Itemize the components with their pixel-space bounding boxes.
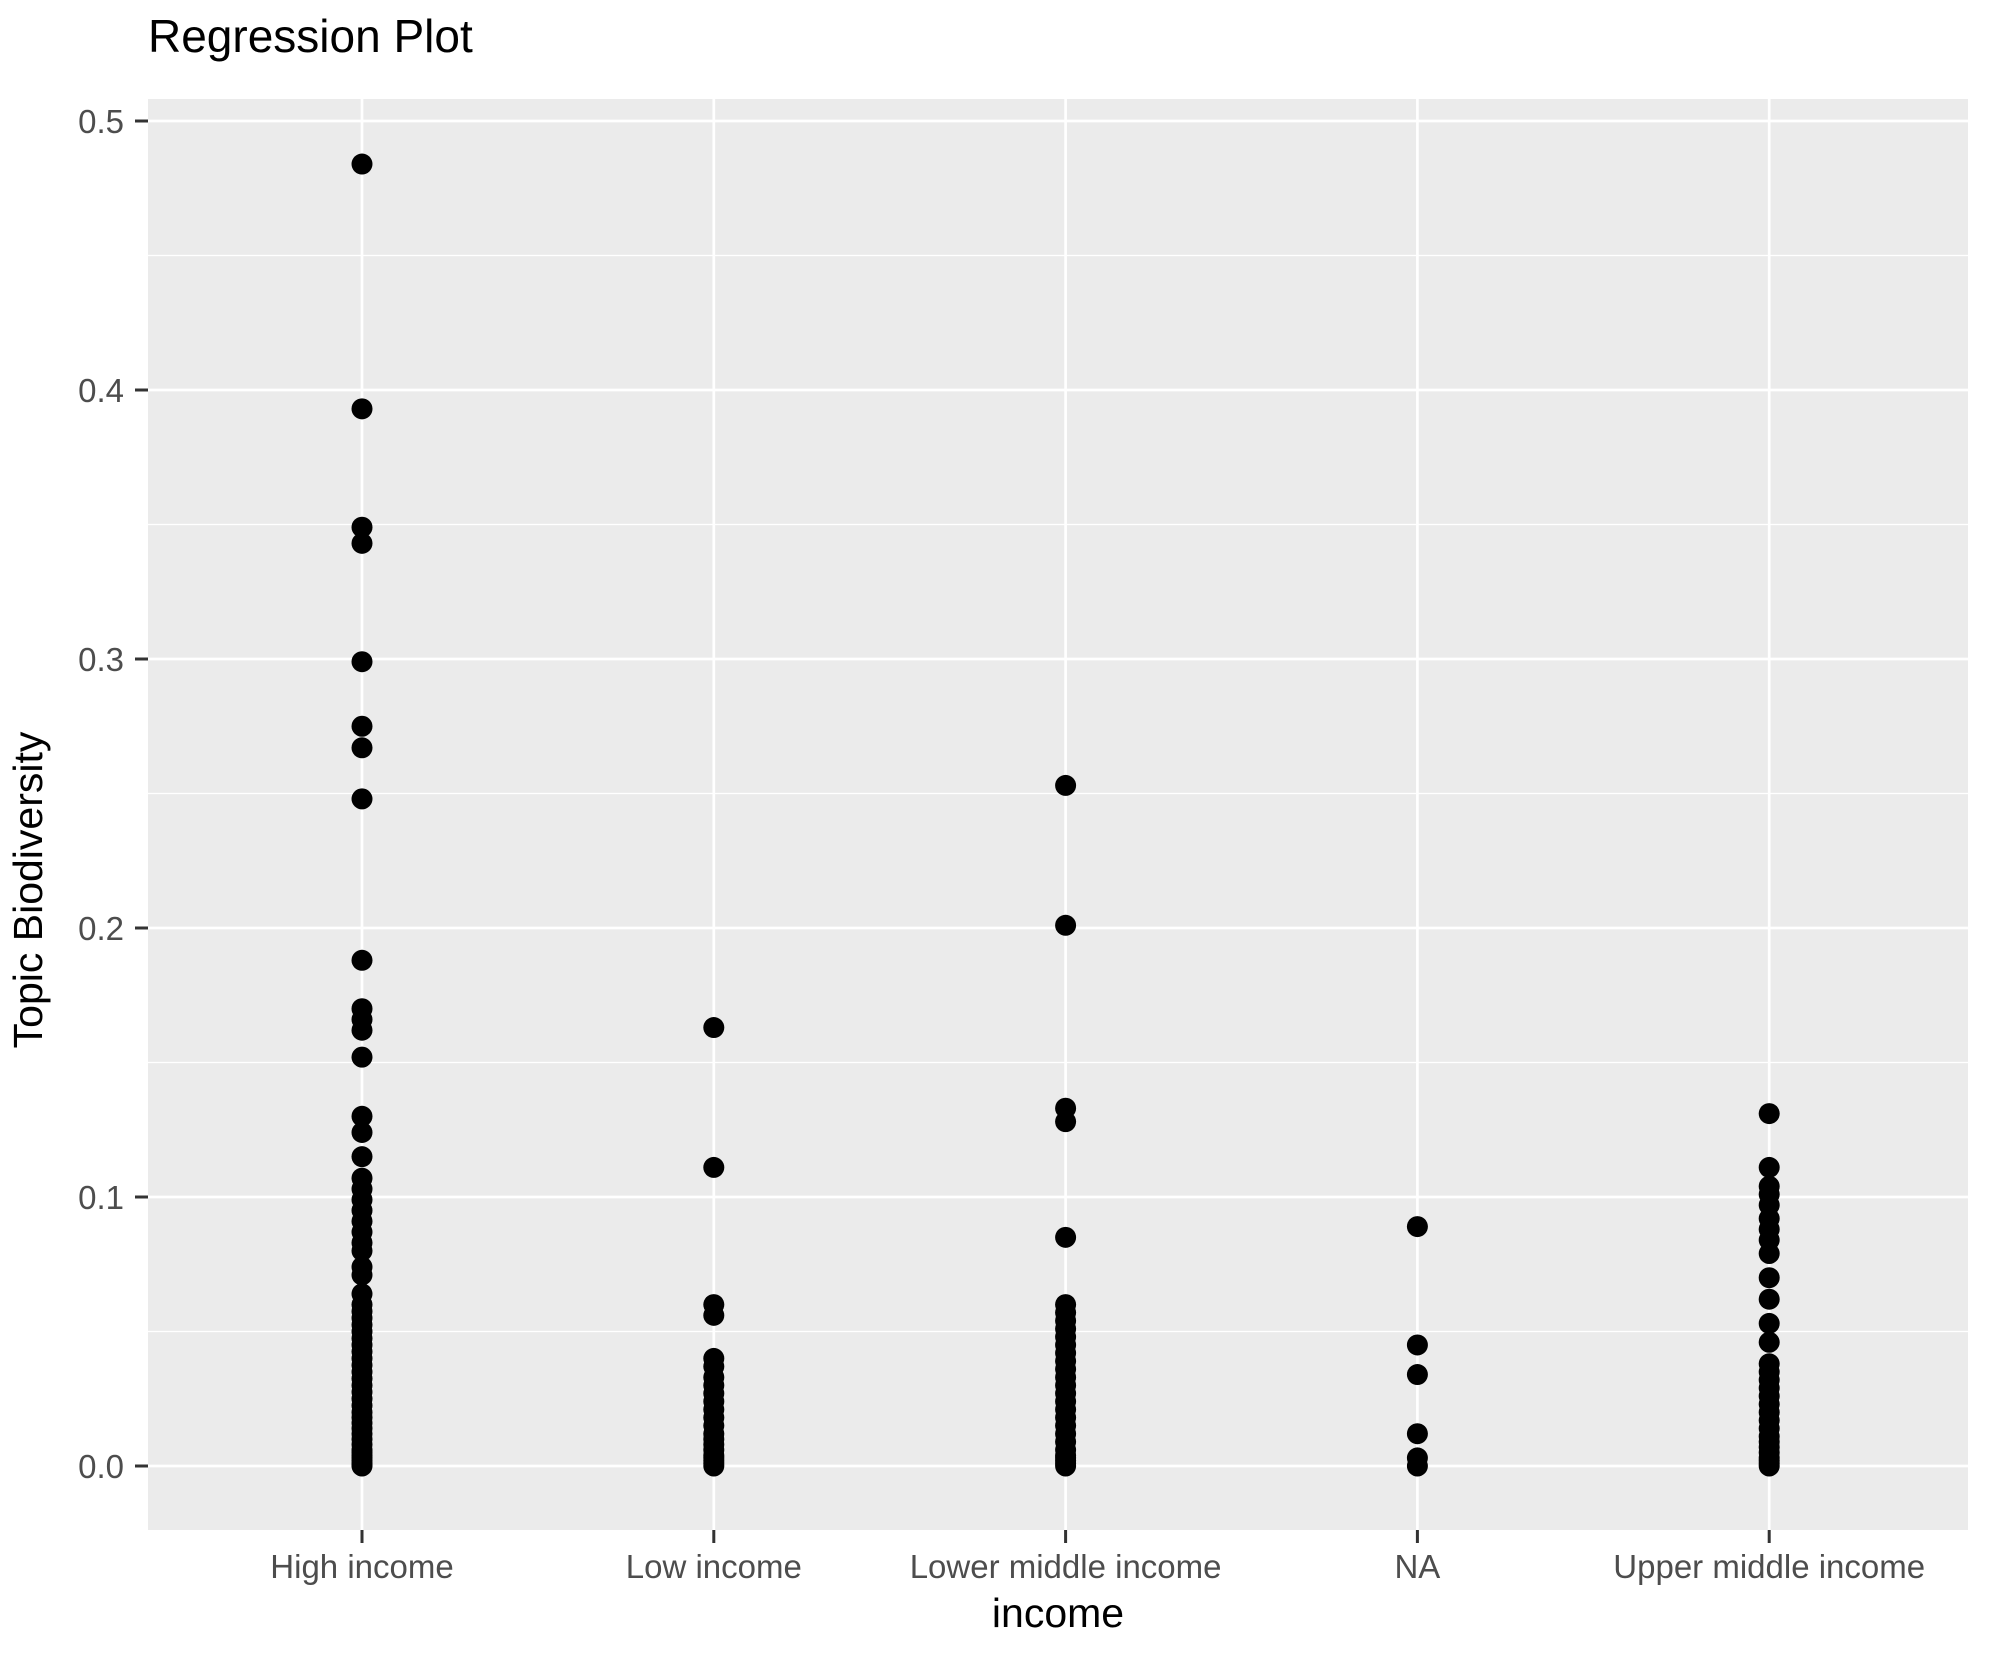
y-tick-label: 0.1 <box>78 1179 124 1216</box>
point-column-2 <box>1055 774 1077 1477</box>
plot-title: Regression Plot <box>148 10 473 62</box>
data-point <box>351 715 373 737</box>
data-point <box>1758 1267 1780 1289</box>
data-point <box>1055 914 1077 936</box>
data-point <box>1758 1242 1780 1264</box>
data-point <box>703 1304 725 1326</box>
point-column-1 <box>703 1017 725 1477</box>
point-column-3 <box>1406 1216 1428 1477</box>
data-point <box>351 1146 373 1168</box>
data-point <box>351 532 373 554</box>
data-point <box>351 153 373 175</box>
y-tick-label: 0.4 <box>78 372 124 409</box>
data-point <box>1055 774 1077 796</box>
data-point <box>1055 1226 1077 1248</box>
data-point <box>703 1455 725 1477</box>
data-point <box>703 1156 725 1178</box>
x-tick-label: Upper middle income <box>1613 1548 1925 1585</box>
data-point <box>1758 1288 1780 1310</box>
data-point <box>1758 1312 1780 1334</box>
point-column-4 <box>1758 1103 1780 1477</box>
y-axis-title: Topic Biodiversity <box>5 731 51 1048</box>
data-point <box>351 1105 373 1127</box>
panel-background <box>148 99 1968 1530</box>
y-tick-label: 0.5 <box>78 103 124 140</box>
data-point <box>351 398 373 420</box>
data-point <box>351 788 373 810</box>
data-point <box>351 949 373 971</box>
x-axis-title: income <box>992 1590 1124 1636</box>
data-point <box>703 1017 725 1039</box>
x-tick-label: Low income <box>626 1548 802 1585</box>
y-tick-label: 0.3 <box>78 641 124 678</box>
data-points-layer <box>351 153 1780 1477</box>
data-point <box>1406 1455 1428 1477</box>
data-point <box>351 1264 373 1286</box>
data-point <box>351 1121 373 1143</box>
data-point <box>1055 1455 1077 1477</box>
data-point <box>351 1240 373 1262</box>
data-point <box>351 516 373 538</box>
data-point <box>1406 1334 1428 1356</box>
data-point <box>1758 1455 1780 1477</box>
point-column-0 <box>351 153 373 1477</box>
x-tick-label: High income <box>270 1548 453 1585</box>
x-tick-label: NA <box>1394 1548 1440 1585</box>
data-point <box>1406 1364 1428 1386</box>
data-point <box>1406 1423 1428 1445</box>
data-point <box>351 1019 373 1041</box>
axes-layer: 0.0 0.1 0.2 0.3 0.4 0.5 High income Low income L… <box>78 103 1925 1585</box>
data-point <box>351 1046 373 1068</box>
data-point <box>351 1455 373 1477</box>
data-point <box>1758 1103 1780 1125</box>
data-point <box>1406 1216 1428 1238</box>
y-tick-label: 0.2 <box>78 910 124 947</box>
data-point <box>351 737 373 759</box>
data-point <box>1758 1156 1780 1178</box>
x-tick-label: Lower middle income <box>910 1548 1222 1585</box>
data-point <box>1758 1331 1780 1353</box>
y-tick-label: 0.0 <box>78 1448 124 1485</box>
data-point <box>1055 1111 1077 1133</box>
data-point <box>351 651 373 673</box>
plot-panel <box>148 99 1968 1530</box>
